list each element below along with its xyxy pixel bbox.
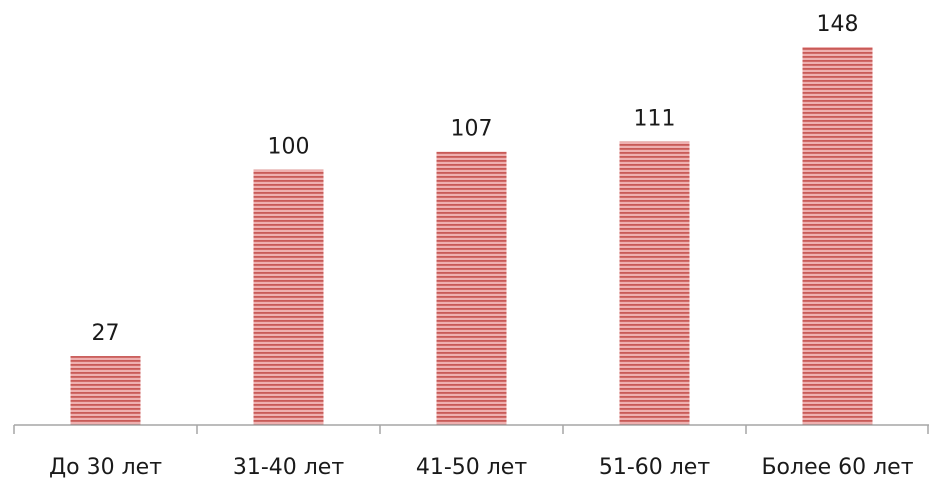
- bar: [253, 169, 324, 425]
- x-axis-tick-label: До 30 лет: [49, 455, 162, 478]
- bar: [70, 356, 141, 425]
- bar: [436, 151, 507, 425]
- bar-value-label: 107: [451, 117, 493, 142]
- bar-value-label: 27: [92, 321, 120, 346]
- data-labels-group: 27 100 107 111 148: [92, 12, 859, 346]
- bar-value-label: 111: [634, 107, 676, 132]
- bar: [802, 47, 873, 425]
- bars-group: [70, 47, 873, 425]
- x-axis-tick-label: 41-50 лет: [416, 455, 528, 478]
- bar-value-label: 100: [268, 135, 310, 160]
- x-axis-ticks-group: [13, 425, 929, 434]
- x-axis-tick-label: 51-60 лет: [599, 455, 711, 478]
- bar-value-label: 148: [817, 12, 859, 37]
- bar: [619, 141, 690, 425]
- x-axis-tick-label: Более 60 лет: [761, 455, 913, 478]
- x-axis-tick-labels-group: До 30 лет 31-40 лет 41-50 лет 51-60 лет Боле…: [49, 455, 914, 478]
- x-axis-tick-label: 31-40 лет: [233, 455, 345, 478]
